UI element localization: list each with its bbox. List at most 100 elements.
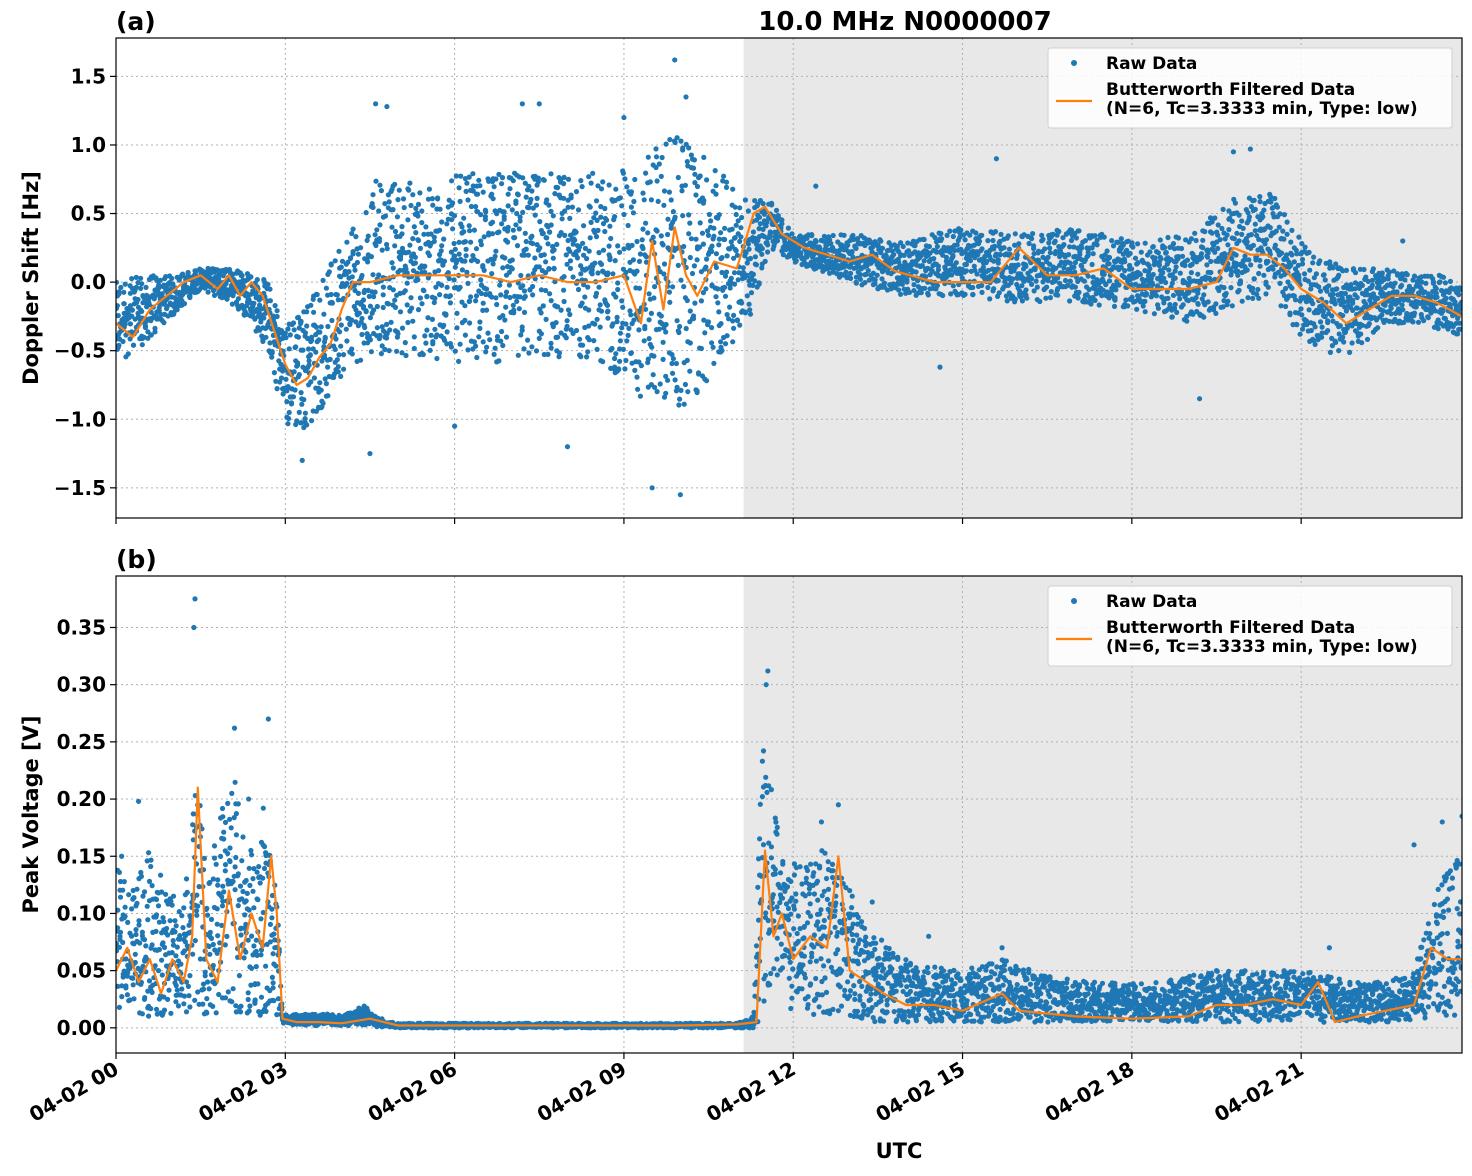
raw-data-point	[667, 290, 672, 295]
raw-data-point	[794, 258, 799, 263]
raw-data-point	[738, 225, 743, 230]
raw-data-point	[1370, 283, 1375, 288]
raw-data-point	[1245, 295, 1250, 300]
raw-data-point	[629, 205, 634, 210]
raw-data-point	[1392, 281, 1397, 286]
raw-data-point	[546, 267, 551, 272]
raw-data-point	[985, 285, 990, 290]
raw-data-point	[423, 224, 428, 229]
raw-data-point	[373, 290, 378, 295]
raw-data-point	[511, 308, 516, 313]
raw-data-point	[990, 238, 995, 243]
raw-data-point	[660, 155, 665, 160]
raw-data-point	[1173, 302, 1178, 307]
raw-data-point	[406, 188, 411, 193]
raw-data-point	[349, 346, 354, 351]
raw-data-point	[341, 367, 346, 372]
raw-data-point	[567, 216, 572, 221]
raw-data-point	[731, 313, 736, 318]
raw-data-point	[449, 178, 454, 183]
raw-data-point	[220, 903, 225, 908]
raw-data-point	[629, 189, 634, 194]
raw-data-point	[1426, 315, 1431, 320]
raw-data-point	[158, 873, 163, 878]
raw-data-point	[273, 303, 278, 308]
raw-data-point	[686, 212, 691, 217]
raw-data-point	[601, 248, 606, 253]
raw-data-point	[664, 322, 669, 327]
raw-data-point	[1238, 281, 1243, 286]
raw-data-point	[661, 242, 666, 247]
raw-data-point	[970, 285, 975, 290]
raw-data-point	[1241, 226, 1246, 231]
raw-data-point	[381, 285, 386, 290]
raw-data-point	[129, 906, 134, 911]
raw-data-point	[1404, 311, 1409, 316]
raw-data-point	[395, 197, 400, 202]
raw-data-point	[1116, 282, 1121, 287]
raw-data-point	[405, 281, 410, 286]
raw-data-point	[1206, 250, 1211, 255]
raw-data-point	[605, 303, 610, 308]
raw-data-point	[357, 311, 362, 316]
raw-data-point	[464, 189, 469, 194]
raw-data-point	[391, 287, 396, 292]
raw-data-point	[1023, 287, 1028, 292]
raw-data-point	[221, 830, 226, 835]
raw-data-point	[287, 410, 292, 415]
raw-data-point	[1047, 246, 1052, 251]
raw-data-point	[711, 361, 716, 366]
raw-data-outlier	[452, 424, 457, 429]
raw-data-point	[327, 269, 332, 274]
raw-data-point	[336, 352, 341, 357]
raw-data-point	[462, 259, 467, 264]
raw-data-point	[1437, 279, 1442, 284]
raw-data-point	[164, 926, 169, 931]
raw-data-point	[1218, 237, 1223, 242]
raw-data-point	[489, 192, 494, 197]
raw-data-point	[291, 320, 296, 325]
raw-data-point	[297, 372, 302, 377]
raw-data-point	[1079, 245, 1084, 250]
raw-data-point	[1178, 271, 1183, 276]
raw-data-point	[922, 286, 927, 291]
raw-data-point	[460, 267, 465, 272]
raw-data-point	[667, 137, 672, 142]
raw-data-point	[1253, 228, 1258, 233]
raw-data-point	[653, 146, 658, 151]
raw-data-point	[1091, 251, 1096, 256]
raw-data-point	[392, 182, 397, 187]
raw-data-point	[194, 893, 199, 898]
raw-data-point	[739, 215, 744, 220]
raw-data-point	[624, 338, 629, 343]
raw-data-point	[1016, 262, 1021, 267]
raw-data-point	[1061, 242, 1066, 247]
raw-data-point	[225, 801, 230, 806]
raw-data-point	[1299, 312, 1304, 317]
raw-data-point	[1258, 264, 1263, 269]
raw-data-point	[293, 387, 298, 392]
raw-data-point	[498, 292, 503, 297]
raw-data-point	[1237, 213, 1242, 218]
raw-data-point	[301, 397, 306, 402]
raw-data-point	[1298, 306, 1303, 311]
raw-data-point	[417, 190, 422, 195]
raw-data-point	[1109, 238, 1114, 243]
raw-data-point	[119, 994, 124, 999]
raw-data-point	[377, 236, 382, 241]
raw-data-point	[261, 315, 266, 320]
raw-data-point	[350, 274, 355, 279]
raw-data-point	[1456, 292, 1461, 297]
raw-data-point	[379, 188, 384, 193]
raw-data-point	[399, 231, 404, 236]
raw-data-point	[285, 421, 290, 426]
raw-data-point	[675, 318, 680, 323]
raw-data-point	[287, 346, 292, 351]
raw-data-point	[1196, 302, 1201, 307]
raw-data-point	[1386, 276, 1391, 281]
raw-data-point	[979, 283, 984, 288]
raw-data-point	[182, 301, 187, 306]
raw-data-point	[323, 336, 328, 341]
raw-data-point	[548, 209, 553, 214]
raw-data-point	[927, 244, 932, 249]
